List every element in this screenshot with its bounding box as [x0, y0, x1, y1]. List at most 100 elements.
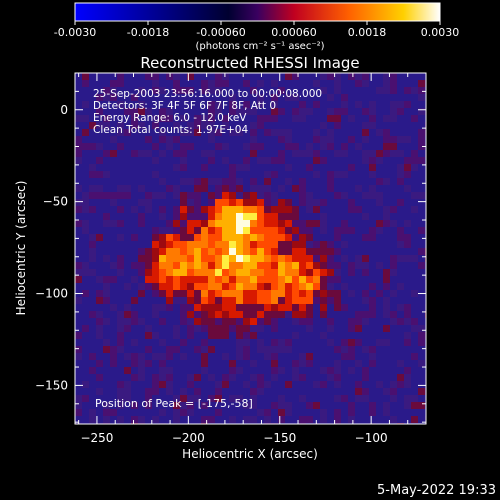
- heatmap-cell: [152, 311, 160, 319]
- heatmap-cell: [355, 241, 363, 249]
- heatmap-cell: [278, 276, 286, 284]
- heatmap-cell: [124, 80, 132, 88]
- heatmap-cell: [369, 87, 377, 95]
- heatmap-cell: [306, 262, 314, 270]
- heatmap-cell: [194, 171, 202, 179]
- heatmap-cell: [348, 220, 356, 228]
- heatmap-cell: [138, 325, 146, 333]
- heatmap-cell: [278, 94, 286, 102]
- heatmap-cell: [264, 234, 272, 242]
- heatmap-cell: [201, 164, 209, 172]
- heatmap-cell: [404, 269, 412, 277]
- heatmap-cell: [75, 311, 83, 319]
- heatmap-cell: [89, 248, 97, 256]
- heatmap-cell: [236, 206, 244, 214]
- heatmap-cell: [131, 101, 139, 109]
- heatmap-cell: [411, 241, 419, 249]
- heatmap-cell: [397, 311, 405, 319]
- heatmap-cell: [194, 339, 202, 347]
- heatmap-cell: [159, 325, 167, 333]
- heatmap-cell: [201, 185, 209, 193]
- heatmap-cell: [124, 332, 132, 340]
- heatmap-cell: [411, 164, 419, 172]
- heatmap-cell: [89, 73, 97, 81]
- heatmap-cell: [75, 409, 83, 417]
- heatmap-cell: [390, 73, 398, 81]
- heatmap-cell: [208, 416, 216, 424]
- heatmap-cell: [131, 80, 139, 88]
- heatmap-cell: [75, 178, 83, 186]
- heatmap-cell: [362, 353, 370, 361]
- heatmap-cell: [187, 290, 195, 298]
- heatmap-cell: [96, 178, 104, 186]
- heatmap-cell: [271, 332, 279, 340]
- heatmap-cell: [257, 276, 265, 284]
- heatmap-cell: [369, 332, 377, 340]
- heatmap-cell: [152, 164, 160, 172]
- heatmap-cell: [257, 297, 265, 305]
- heatmap-cell: [194, 304, 202, 312]
- heatmap-cell: [187, 241, 195, 249]
- heatmap-cell: [222, 227, 230, 235]
- heatmap-cell: [369, 115, 377, 123]
- heatmap-cell: [278, 185, 286, 193]
- heatmap-cell: [215, 248, 223, 256]
- heatmap-cell: [292, 150, 300, 158]
- heatmap-cell: [243, 94, 251, 102]
- heatmap-cell: [320, 374, 328, 382]
- heatmap-cell: [124, 367, 132, 375]
- heatmap-cell: [82, 164, 90, 172]
- heatmap-cell: [327, 304, 335, 312]
- heatmap-cell: [257, 325, 265, 333]
- heatmap-cell: [390, 311, 398, 319]
- heatmap-cell: [89, 220, 97, 228]
- heatmap-cell: [376, 108, 384, 116]
- heatmap-cell: [208, 311, 216, 319]
- heatmap-cell: [271, 87, 279, 95]
- heatmap-cell: [285, 227, 293, 235]
- heatmap-cell: [390, 290, 398, 298]
- heatmap-cell: [334, 388, 342, 396]
- heatmap-cell: [362, 402, 370, 410]
- heatmap-cell: [257, 94, 265, 102]
- heatmap-cell: [103, 192, 111, 200]
- heatmap-cell: [299, 122, 307, 130]
- heatmap-cell: [418, 234, 426, 242]
- heatmap-cell: [236, 304, 244, 312]
- heatmap-cell: [278, 241, 286, 249]
- heatmap-cell: [131, 339, 139, 347]
- heatmap-cell: [229, 395, 237, 403]
- heatmap-cell: [215, 73, 223, 81]
- heatmap-cell: [397, 87, 405, 95]
- heatmap-cell: [376, 297, 384, 305]
- heatmap-cell: [355, 213, 363, 221]
- heatmap-cell: [306, 129, 314, 137]
- heatmap-cell: [418, 136, 426, 144]
- heatmap-cell: [264, 199, 272, 207]
- heatmap-cell: [369, 353, 377, 361]
- heatmap-cell: [341, 402, 349, 410]
- heatmap-cell: [271, 304, 279, 312]
- heatmap-cell: [418, 318, 426, 326]
- heatmap-cell: [138, 241, 146, 249]
- heatmap-cell: [264, 80, 272, 88]
- heatmap-cell: [362, 199, 370, 207]
- heatmap-cell: [369, 339, 377, 347]
- heatmap-cell: [383, 402, 391, 410]
- heatmap-cell: [271, 402, 279, 410]
- heatmap-cell: [264, 332, 272, 340]
- heatmap-cell: [306, 248, 314, 256]
- heatmap-cell: [271, 290, 279, 298]
- heatmap-cell: [180, 80, 188, 88]
- heatmap-cell: [334, 248, 342, 256]
- x-tick-label: −100: [355, 431, 388, 445]
- heatmap-cell: [348, 290, 356, 298]
- heatmap-cell: [369, 262, 377, 270]
- heatmap-cell: [250, 178, 258, 186]
- heatmap-cell: [397, 150, 405, 158]
- heatmap-cell: [404, 283, 412, 291]
- heatmap-cell: [173, 150, 181, 158]
- heatmap-cell: [159, 360, 167, 368]
- heatmap-cell: [292, 395, 300, 403]
- heatmap-cell: [383, 381, 391, 389]
